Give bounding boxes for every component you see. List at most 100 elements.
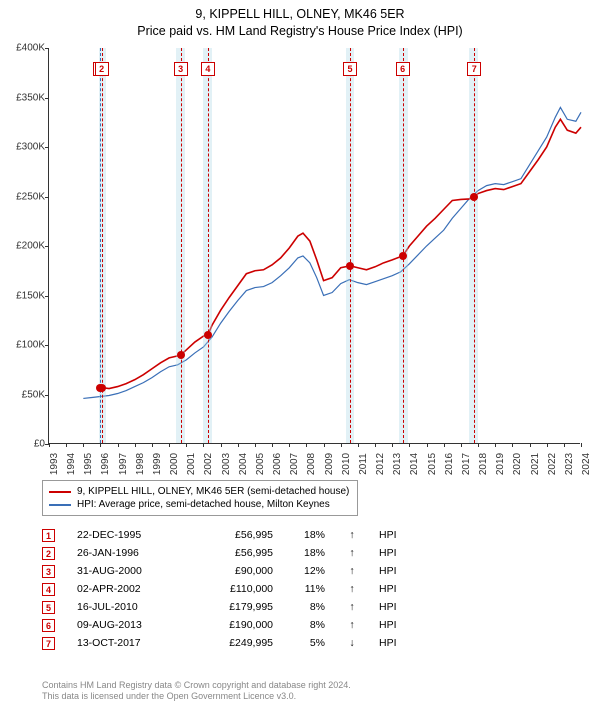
arrow-icon: ↑ bbox=[347, 547, 357, 559]
y-tick-label: £150K bbox=[5, 290, 45, 301]
legend-row: HPI: Average price, semi-detached house,… bbox=[49, 498, 349, 511]
page: 9, KIPPELL HILL, OLNEY, MK46 5ER Price p… bbox=[0, 0, 600, 710]
x-tick-label: 1999 bbox=[152, 453, 163, 475]
y-tick-label: £100K bbox=[5, 340, 45, 351]
x-tick-label: 2024 bbox=[581, 453, 592, 475]
legend: 9, KIPPELL HILL, OLNEY, MK46 5ER (semi-d… bbox=[42, 480, 358, 516]
sale-dot bbox=[470, 193, 478, 201]
arrow-icon: ↓ bbox=[347, 637, 357, 649]
x-tick-label: 2000 bbox=[169, 453, 180, 475]
x-tick-label: 2022 bbox=[547, 453, 558, 475]
x-tick-label: 2012 bbox=[375, 453, 386, 475]
sale-pct: 18% bbox=[295, 529, 325, 541]
legend-label-2: HPI: Average price, semi-detached house,… bbox=[77, 499, 330, 510]
sale-row: 6 09-AUG-2013 £190,000 8% ↑ HPI bbox=[42, 616, 409, 634]
title-address: 9, KIPPELL HILL, OLNEY, MK46 5ER bbox=[0, 6, 600, 23]
x-tick-label: 2010 bbox=[341, 453, 352, 475]
x-tick-label: 2002 bbox=[203, 453, 214, 475]
sale-dot bbox=[177, 351, 185, 359]
x-tick-label: 2013 bbox=[392, 453, 403, 475]
sale-pct: 11% bbox=[295, 583, 325, 595]
y-tick-label: £300K bbox=[5, 142, 45, 153]
sale-pct: 5% bbox=[295, 637, 325, 649]
sale-pct: 8% bbox=[295, 619, 325, 631]
sale-hpi-label: HPI bbox=[379, 637, 409, 649]
x-tick-label: 2001 bbox=[186, 453, 197, 475]
sales-table: 1 22-DEC-1995 £56,995 18% ↑ HPI 2 26-JAN-1996 £5… bbox=[42, 526, 409, 652]
sale-dot bbox=[399, 252, 407, 260]
x-tick-label: 1997 bbox=[118, 453, 129, 475]
x-tick-label: 2019 bbox=[495, 453, 506, 475]
sale-vline bbox=[350, 48, 351, 443]
sale-pct: 18% bbox=[295, 547, 325, 559]
sale-number-box: 3 bbox=[42, 565, 55, 578]
x-tick-label: 2011 bbox=[358, 453, 369, 475]
y-tick-label: £400K bbox=[5, 43, 45, 54]
x-tick-label: 1998 bbox=[135, 453, 146, 475]
sale-hpi-label: HPI bbox=[379, 565, 409, 577]
sale-number-box: 2 bbox=[42, 547, 55, 560]
sale-hpi-label: HPI bbox=[379, 601, 409, 613]
sale-marker-box: 4 bbox=[201, 62, 215, 76]
sale-row: 2 26-JAN-1996 £56,995 18% ↑ HPI bbox=[42, 544, 409, 562]
y-tick-label: £200K bbox=[5, 241, 45, 252]
arrow-icon: ↑ bbox=[347, 529, 357, 541]
x-tick-label: 2020 bbox=[512, 453, 523, 475]
sale-row: 402-APR-2002£110,00011%↑HPI bbox=[42, 580, 409, 598]
sale-vline bbox=[208, 48, 209, 443]
sale-vline bbox=[403, 48, 404, 443]
x-tick-label: 2003 bbox=[221, 453, 232, 475]
sale-number-box: 5 bbox=[42, 601, 55, 614]
sale-marker-box: 2 bbox=[95, 62, 109, 76]
x-tick-label: 2009 bbox=[324, 453, 335, 475]
legend-swatch-blue bbox=[49, 504, 71, 506]
x-tick-label: 2014 bbox=[409, 453, 420, 475]
sale-marker-box: 3 bbox=[174, 62, 188, 76]
x-tick-label: 1996 bbox=[100, 453, 111, 475]
x-tick-label: 2017 bbox=[461, 453, 472, 475]
legend-label-1: 9, KIPPELL HILL, OLNEY, MK46 5ER (semi-d… bbox=[77, 486, 349, 497]
sale-hpi-label: HPI bbox=[379, 529, 409, 541]
y-tick-label: £0 bbox=[5, 439, 45, 450]
sale-number-box: 4 bbox=[42, 583, 55, 596]
sale-hpi-label: HPI bbox=[379, 547, 409, 559]
line-chart: £0£50K£100K£150K£200K£250K£300K£350K£400… bbox=[48, 48, 580, 444]
x-tick-label: 1993 bbox=[49, 453, 60, 475]
sale-number-box: 1 bbox=[42, 529, 55, 542]
y-tick-label: £50K bbox=[5, 389, 45, 400]
sale-date: 16-JUL-2010 bbox=[77, 601, 187, 613]
sale-price: £249,995 bbox=[209, 637, 273, 649]
sale-hpi-label: HPI bbox=[379, 619, 409, 631]
footer-line1: Contains HM Land Registry data © Crown c… bbox=[42, 680, 351, 691]
sale-price: £56,995 bbox=[209, 529, 273, 541]
sale-vline bbox=[181, 48, 182, 443]
x-tick-label: 2007 bbox=[289, 453, 300, 475]
x-tick-label: 2004 bbox=[238, 453, 249, 475]
sale-price: £190,000 bbox=[209, 619, 273, 631]
x-tick-label: 2008 bbox=[306, 453, 317, 475]
arrow-icon: ↑ bbox=[347, 565, 357, 577]
sale-price: £90,000 bbox=[209, 565, 273, 577]
sale-date: 02-APR-2002 bbox=[77, 583, 187, 595]
sale-date: 26-JAN-1996 bbox=[77, 547, 187, 559]
sale-pct: 8% bbox=[295, 601, 325, 613]
sale-date: 31-AUG-2000 bbox=[77, 565, 187, 577]
sale-dot bbox=[204, 331, 212, 339]
y-tick-label: £350K bbox=[5, 92, 45, 103]
sale-date: 22-DEC-1995 bbox=[77, 529, 187, 541]
x-tick-label: 1994 bbox=[66, 453, 77, 475]
legend-swatch-red bbox=[49, 491, 71, 493]
x-tick-label: 2006 bbox=[272, 453, 283, 475]
sale-row: 713-OCT-2017£249,9955%↓HPI bbox=[42, 634, 409, 652]
x-tick-label: 2016 bbox=[444, 453, 455, 475]
sale-dot bbox=[98, 384, 106, 392]
sale-marker-box: 7 bbox=[467, 62, 481, 76]
sale-date: 09-AUG-2013 bbox=[77, 619, 187, 631]
x-tick-label: 2005 bbox=[255, 453, 266, 475]
sale-price: £56,995 bbox=[209, 547, 273, 559]
sale-number-box: 6 bbox=[42, 619, 55, 632]
arrow-icon: ↑ bbox=[347, 619, 357, 631]
legend-row: 9, KIPPELL HILL, OLNEY, MK46 5ER (semi-d… bbox=[49, 485, 349, 498]
x-tick-label: 2021 bbox=[530, 453, 541, 475]
sale-row: 331-AUG-2000£90,00012%↑HPI bbox=[42, 562, 409, 580]
